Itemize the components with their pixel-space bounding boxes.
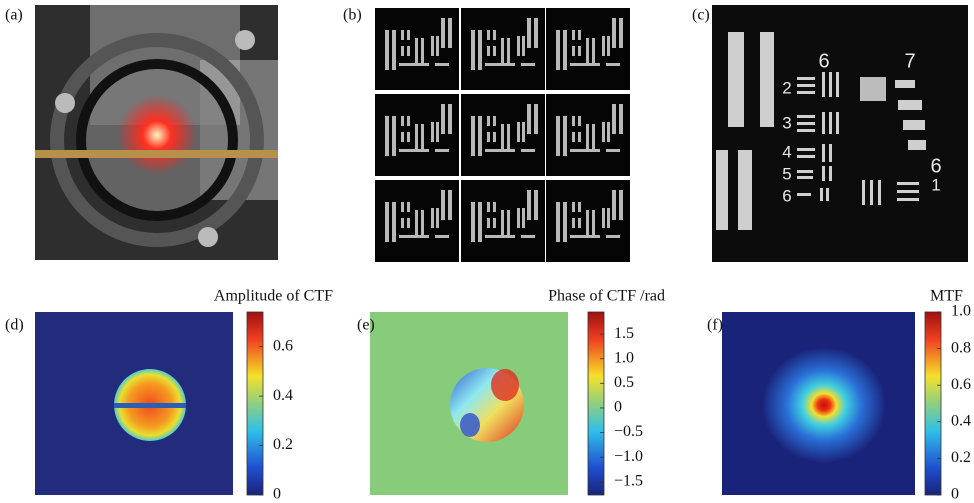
target-number: 6 <box>930 155 941 177</box>
panel-label: (b) <box>343 7 362 24</box>
panel-label: (d) <box>5 317 24 334</box>
colorbar-tick-label: 1.5 <box>614 325 634 342</box>
target-number: 2 <box>782 78 791 97</box>
page: {"panels": [ {"label": "(a)"}, {"label":… <box>0 0 974 503</box>
colorbar-tick-label: 0.4 <box>951 412 971 429</box>
colorbar <box>588 312 604 495</box>
target-number: 6 <box>818 50 829 72</box>
colorbar-tick-label: 0.8 <box>951 339 971 356</box>
colorbar-tick-label: 0.6 <box>273 337 293 354</box>
colorbar-tick-label: 0.5 <box>614 374 634 391</box>
colorbar <box>925 312 941 495</box>
colorbar-tick-label: 0.4 <box>273 387 293 404</box>
colorbar-tick-label: 0 <box>951 486 959 503</box>
colorbar-tick-label: 0 <box>614 399 622 416</box>
colorbar-tick-label: −1.5 <box>614 472 643 489</box>
colorbar <box>247 312 263 495</box>
panel-label: (f) <box>707 317 723 334</box>
colorbar-tick-label: 1.0 <box>614 349 634 366</box>
target-number: 4 <box>782 142 791 161</box>
map-d <box>35 312 233 495</box>
colorbar-tick-label: 0.6 <box>951 376 971 393</box>
panel-label: (c) <box>692 7 710 24</box>
colorbar-tick-label: −0.5 <box>614 423 643 440</box>
colorbar-title: Phase of CTF /rad <box>548 288 665 305</box>
target-number: 3 <box>782 113 791 132</box>
colorbar-tick-label: 0 <box>273 486 281 503</box>
map-e <box>370 312 568 495</box>
target-number: 5 <box>782 164 791 183</box>
colorbar-tick-label: 0.2 <box>951 449 971 466</box>
colorbar-tick-label: 0.2 <box>273 436 293 453</box>
colorbar-tick-label: 1.0 <box>951 303 971 320</box>
target-number: 1 <box>931 175 940 194</box>
panel-label: (a) <box>5 7 23 24</box>
panel-label: (e) <box>357 317 375 334</box>
target-number: 6 <box>782 186 791 205</box>
image-b <box>375 8 630 262</box>
colorbar-tick-label: −1.0 <box>614 448 643 465</box>
figure: 672345661 (a)(b)(c)(d)Amplitude of CTF00… <box>0 0 974 503</box>
photo-a <box>35 5 278 260</box>
colorbar-title: Amplitude of CTF <box>214 288 333 305</box>
target-number: 7 <box>904 50 915 72</box>
map-f <box>722 312 915 495</box>
